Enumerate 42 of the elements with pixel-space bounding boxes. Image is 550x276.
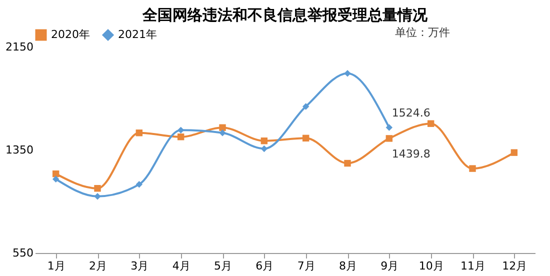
point [260, 138, 268, 144]
point [177, 134, 184, 140]
point [94, 185, 101, 192]
point [94, 192, 101, 200]
x-tick-label: 3月 [130, 260, 149, 272]
point [136, 130, 143, 136]
x-tick-label: 11月 [460, 260, 486, 272]
point [260, 145, 268, 152]
point [302, 103, 310, 110]
point [177, 126, 184, 134]
data-label: 1439.8 [392, 147, 430, 160]
data-label: 1524.6 [392, 106, 430, 120]
legend-label: 2020年 [51, 28, 90, 41]
x-tick-label: 2月 [89, 260, 107, 272]
x-tick-label: 1月 [47, 260, 66, 272]
y-tick-label: 1350 [6, 144, 34, 156]
point [219, 124, 226, 131]
point [344, 160, 351, 167]
x-tick-label: 10月 [418, 260, 444, 272]
point [469, 165, 476, 172]
x-tick-label: 5月 [214, 260, 232, 272]
x-tick-label: 8月 [339, 260, 357, 272]
point [219, 130, 226, 136]
chart-title: 全国网络违法和不良信息举报受理总量情况 [142, 6, 428, 24]
legend-label: 2021年 [118, 28, 157, 41]
x-tick-label: 9月 [380, 260, 399, 272]
point [52, 176, 60, 182]
point [52, 170, 60, 178]
point [344, 70, 351, 77]
y-tick-label: 2150 [6, 40, 34, 54]
point [386, 135, 393, 142]
point [386, 124, 393, 131]
x-tick-label: 7月 [297, 260, 316, 272]
point [510, 149, 518, 156]
point [302, 134, 310, 142]
point [427, 120, 434, 127]
point [136, 181, 143, 188]
y-tick-label: 550 [12, 246, 34, 260]
text: 单位：万件 [395, 26, 450, 39]
x-tick-label: 4月 [172, 260, 190, 272]
x-tick-label: 12月 [502, 260, 528, 272]
x-tick-label: 6月 [256, 260, 274, 272]
